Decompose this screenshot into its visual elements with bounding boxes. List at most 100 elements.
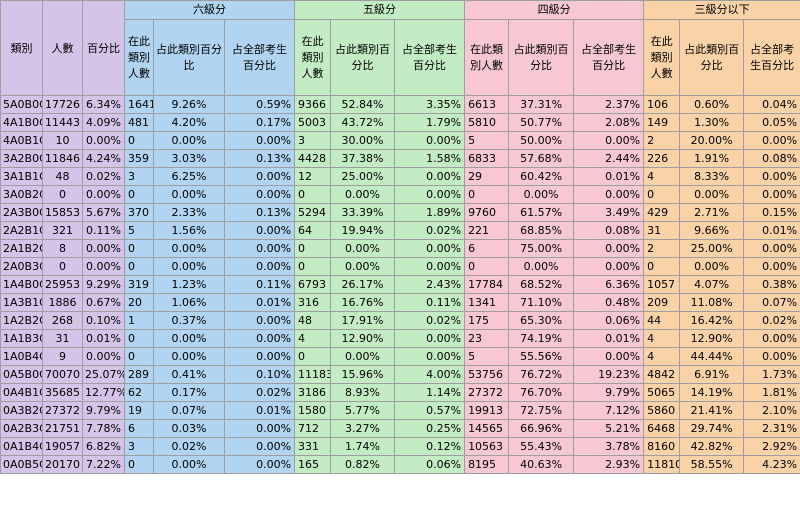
cell-category: 3A0B2C bbox=[0, 185, 43, 204]
table-row: 0A5B0C 70070 25.07% 289 0.41% 0.10% 11183 15.96… bbox=[0, 365, 800, 384]
cell-category: 0A2B3C bbox=[0, 419, 43, 438]
cell-four-class-pct: 75.00% bbox=[508, 239, 575, 258]
cell-three-count: 5065 bbox=[643, 383, 681, 402]
cell-three-class-pct: 6.91% bbox=[679, 365, 745, 384]
cell-three-total-pct: 0.00% bbox=[743, 329, 800, 348]
cell-three-count: 2 bbox=[643, 131, 681, 150]
cell-percent: 4.24% bbox=[82, 149, 125, 168]
cell-six-class-pct: 0.41% bbox=[153, 365, 225, 384]
cell-three-class-pct: 4.07% bbox=[679, 275, 745, 294]
cell-three-class-pct: 44.44% bbox=[679, 347, 745, 366]
cell-six-count: 0 bbox=[124, 347, 154, 366]
cell-four-total-pct: 0.01% bbox=[573, 167, 645, 186]
cell-four-count: 53756 bbox=[464, 365, 510, 384]
cell-three-class-pct: 8.33% bbox=[679, 167, 745, 186]
cell-percent: 0.01% bbox=[82, 329, 125, 348]
cell-three-count: 11810 bbox=[643, 455, 681, 474]
cell-four-total-pct: 0.00% bbox=[573, 347, 645, 366]
cell-count: 17726 bbox=[42, 95, 83, 114]
cell-five-count: 12 bbox=[294, 167, 332, 186]
subheader-six-2: 占全部考生百分比 bbox=[223, 19, 296, 96]
cell-six-total-pct: 0.11% bbox=[223, 275, 296, 294]
cell-six-count: 1 bbox=[124, 311, 154, 330]
cell-five-total-pct: 2.43% bbox=[394, 275, 466, 294]
cell-six-class-pct: 0.17% bbox=[153, 383, 225, 402]
cell-five-total-pct: 0.25% bbox=[394, 419, 466, 438]
cell-three-count: 44 bbox=[643, 311, 681, 330]
cell-five-class-pct: 12.90% bbox=[330, 329, 396, 348]
cell-five-count: 316 bbox=[294, 293, 332, 312]
table-row: 2A2B1C 321 0.11% 5 1.56% 0.00% 64 19.94% 0.02% 22… bbox=[0, 221, 800, 240]
cell-six-total-pct: 0.10% bbox=[223, 365, 296, 384]
cell-five-class-pct: 17.91% bbox=[330, 311, 396, 330]
subheader-four-1: 占此類別百分比 bbox=[508, 19, 575, 96]
cell-five-class-pct: 26.17% bbox=[330, 275, 396, 294]
cell-six-total-pct: 0.01% bbox=[223, 293, 296, 312]
table-row: 1A1B3C 31 0.01% 0 0.00% 0.00% 4 12.90% 0.00% 23 74… bbox=[0, 329, 800, 348]
cell-percent: 5.67% bbox=[82, 203, 125, 222]
cell-three-count: 226 bbox=[643, 149, 681, 168]
cell-five-count: 48 bbox=[294, 311, 332, 330]
cell-four-count: 17784 bbox=[464, 275, 510, 294]
cell-percent: 0.00% bbox=[82, 257, 125, 276]
cell-percent: 0.02% bbox=[82, 167, 125, 186]
cell-five-total-pct: 0.00% bbox=[394, 167, 466, 186]
cell-count: 1886 bbox=[42, 293, 83, 312]
cell-percent: 9.29% bbox=[82, 275, 125, 294]
cell-three-class-pct: 1.30% bbox=[679, 113, 745, 132]
cell-percent: 7.78% bbox=[82, 419, 125, 438]
cell-five-total-pct: 0.00% bbox=[394, 257, 466, 276]
cell-six-class-pct: 0.00% bbox=[153, 329, 225, 348]
cell-four-total-pct: 9.79% bbox=[573, 383, 645, 402]
cell-six-count: 3 bbox=[124, 167, 154, 186]
cell-three-class-pct: 2.71% bbox=[679, 203, 745, 222]
cell-percent: 0.10% bbox=[82, 311, 125, 330]
cell-four-total-pct: 0.00% bbox=[573, 257, 645, 276]
cell-four-class-pct: 0.00% bbox=[508, 185, 575, 204]
cell-four-total-pct: 0.00% bbox=[573, 131, 645, 150]
cell-five-count: 0 bbox=[294, 347, 332, 366]
table-row: 2A1B2C 8 0.00% 0 0.00% 0.00% 0 0.00% 0.00% 6 75.00… bbox=[0, 239, 800, 258]
cell-percent: 0.67% bbox=[82, 293, 125, 312]
cell-three-class-pct: 0.00% bbox=[679, 185, 745, 204]
cell-three-total-pct: 0.01% bbox=[743, 221, 800, 240]
cell-five-total-pct: 0.00% bbox=[394, 239, 466, 258]
cell-category: 2A3B0C bbox=[0, 203, 43, 222]
cell-count: 11443 bbox=[42, 113, 83, 132]
cell-six-class-pct: 0.00% bbox=[153, 239, 225, 258]
cell-category: 1A1B3C bbox=[0, 329, 43, 348]
cell-five-total-pct: 0.00% bbox=[394, 329, 466, 348]
cell-six-count: 289 bbox=[124, 365, 154, 384]
cell-three-count: 149 bbox=[643, 113, 681, 132]
cell-three-count: 4 bbox=[643, 347, 681, 366]
cell-four-count: 221 bbox=[464, 221, 510, 240]
cell-percent: 12.77% bbox=[82, 383, 125, 402]
cell-count: 0 bbox=[42, 257, 83, 276]
cell-four-class-pct: 50.00% bbox=[508, 131, 575, 150]
table-row: 1A4B0C 25953 9.29% 319 1.23% 0.11% 6793 26.17% 2… bbox=[0, 275, 800, 294]
cell-three-class-pct: 42.82% bbox=[679, 437, 745, 456]
cell-six-count: 370 bbox=[124, 203, 154, 222]
cell-six-count: 62 bbox=[124, 383, 154, 402]
cell-three-total-pct: 0.38% bbox=[743, 275, 800, 294]
cell-five-class-pct: 15.96% bbox=[330, 365, 396, 384]
subheader-five-1: 占此類別百分比 bbox=[330, 19, 396, 96]
cell-five-total-pct: 0.11% bbox=[394, 293, 466, 312]
cell-six-count: 0 bbox=[124, 239, 154, 258]
cell-category: 2A1B2C bbox=[0, 239, 43, 258]
cell-percent: 6.34% bbox=[82, 95, 125, 114]
cell-category: 4A1B0C bbox=[0, 113, 43, 132]
cell-six-class-pct: 0.03% bbox=[153, 419, 225, 438]
table-row: 3A0B2C 0 0.00% 0 0.00% 0.00% 0 0.00% 0.00% 0 0.00%… bbox=[0, 185, 800, 204]
table-row: 4A0B1C 10 0.00% 0 0.00% 0.00% 3 30.00% 0.00% 5 50.… bbox=[0, 131, 800, 150]
cell-five-count: 4 bbox=[294, 329, 332, 348]
cell-count: 27372 bbox=[42, 401, 83, 420]
cell-count: 9 bbox=[42, 347, 83, 366]
cell-three-class-pct: 1.91% bbox=[679, 149, 745, 168]
table-header: 類別 人數 百分比 六級分 五級分 四級分 三級分以下 在此類別人數 占此類別百分… bbox=[0, 0, 800, 96]
cell-five-total-pct: 1.89% bbox=[394, 203, 466, 222]
cell-three-count: 0 bbox=[643, 185, 681, 204]
table-row: 4A1B0C 11443 4.09% 481 4.20% 0.17% 5003 43.72% 1… bbox=[0, 113, 800, 132]
cell-count: 11846 bbox=[42, 149, 83, 168]
cell-four-total-pct: 0.48% bbox=[573, 293, 645, 312]
